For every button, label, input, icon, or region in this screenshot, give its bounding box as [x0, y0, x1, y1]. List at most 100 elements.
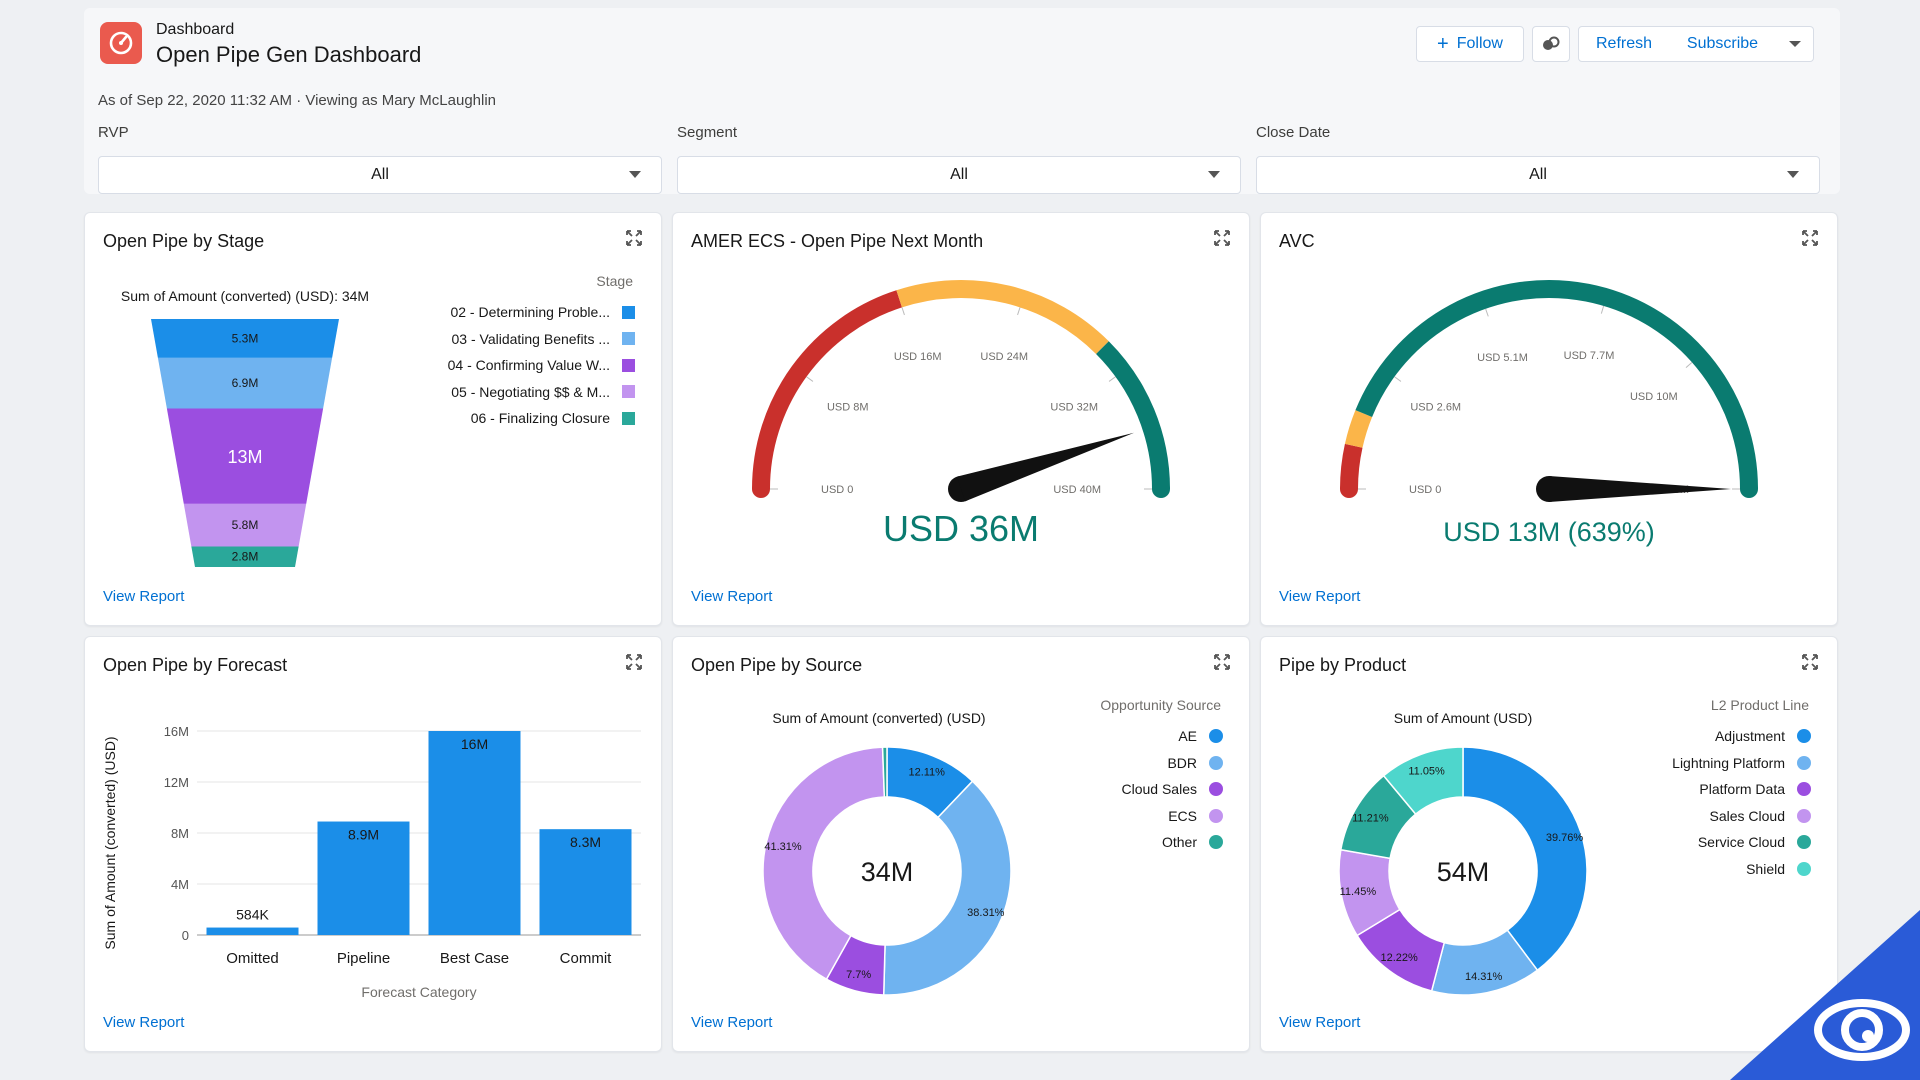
gauge-needle [956, 432, 1135, 502]
gauge-tick-label: USD 8M [827, 402, 869, 414]
legend-label: Lightning Platform [1672, 754, 1785, 771]
chevron-down-icon [1787, 171, 1799, 178]
legend-label: Platform Data [1699, 781, 1785, 798]
bar-value-label: 16M [461, 736, 488, 752]
gauge-tick [1485, 308, 1489, 317]
gauge-tick-label: USD 7.7M [1564, 350, 1615, 362]
view-report-link[interactable]: View Report [691, 1014, 773, 1031]
legend-item[interactable]: 02 - Determining Proble... [415, 299, 635, 326]
x-tick-label: Best Case [440, 950, 509, 967]
follow-button[interactable]: + Follow [1416, 26, 1524, 62]
donut-subtitle: Sum of Amount (converted) (USD) [772, 710, 985, 726]
legend-item[interactable]: Platform Data [1611, 776, 1811, 803]
legend-item[interactable]: 06 - Finalizing Closure [415, 405, 635, 432]
legend-label: 06 - Finalizing Closure [470, 410, 610, 427]
legend-item[interactable]: Shield [1611, 856, 1811, 883]
share-button[interactable] [1532, 26, 1570, 62]
card-amer-ecs-open-pipe: AMER ECS - Open Pipe Next Month USD 0 USD… [672, 212, 1250, 626]
gauge-tick [806, 376, 814, 382]
legend-swatch [622, 411, 635, 425]
view-report-link[interactable]: View Report [103, 588, 185, 605]
funnel-chart: Sum of Amount (converted) (USD): 34M 5.3… [121, 288, 369, 567]
gauge-tick-label: USD 0 [821, 484, 853, 496]
legend-swatch [1797, 861, 1811, 876]
subscribe-button[interactable]: Subscribe [1669, 26, 1777, 62]
legend-item[interactable]: BDR [1023, 750, 1223, 777]
legend-item[interactable]: Sales Cloud [1611, 803, 1811, 830]
legend-swatch [622, 305, 635, 319]
share-icon [1543, 36, 1560, 50]
legend-item[interactable]: Cloud Sales [1023, 776, 1223, 803]
breadcrumb[interactable]: Dashboard [156, 21, 235, 38]
donut-subtitle: Sum of Amount (USD) [1394, 710, 1533, 726]
legend-swatch [1209, 782, 1223, 797]
donut-slice-label: 39.76% [1546, 832, 1584, 844]
donut-slice-label: 11.21% [1352, 812, 1389, 824]
more-actions-button[interactable] [1776, 26, 1814, 62]
filter-segment-value: All [950, 166, 968, 183]
legend-item[interactable]: 03 - Validating Benefits ... [415, 326, 635, 353]
gauge-tick [1017, 307, 1021, 316]
donut-slice-label: 38.31% [967, 907, 1005, 919]
y-tick-label: 8M [171, 826, 189, 841]
bar [539, 829, 632, 935]
y-tick-label: 12M [164, 775, 189, 790]
funnel-segment [157, 357, 333, 409]
view-report-link[interactable]: View Report [1279, 588, 1361, 605]
gauge-band [1344, 410, 1373, 448]
legend-item[interactable]: Adjustment [1611, 723, 1811, 750]
legend-label: Service Cloud [1697, 834, 1785, 851]
gauge-tick-label: USD 32M [1050, 402, 1098, 414]
view-report-link[interactable]: View Report [691, 588, 773, 605]
expand-icon[interactable] [1213, 653, 1231, 671]
legend-item[interactable]: Other [1023, 829, 1223, 856]
expand-icon[interactable] [1801, 653, 1819, 671]
funnel-segment [151, 319, 339, 358]
card-title: AVC [1279, 231, 1315, 251]
card-title: Open Pipe by Stage [103, 231, 265, 251]
as-of-timestamp: As of Sep 22, 2020 11:32 AM · Viewing as… [98, 92, 497, 109]
filter-close-date-value: All [1529, 166, 1547, 183]
chevron-down-icon [1208, 171, 1220, 178]
legend-item[interactable]: ECS [1023, 803, 1223, 830]
filter-segment-select[interactable]: All [677, 156, 1241, 194]
funnel-value-label: 13M [227, 447, 262, 467]
donut-slice [881, 746, 888, 798]
expand-icon[interactable] [625, 229, 643, 247]
legend-item[interactable]: 05 - Negotiating $$ & M... [415, 379, 635, 406]
filter-rvp-select[interactable]: All [98, 156, 662, 194]
gauge-icon [109, 31, 133, 55]
product-legend: L2 Product Line Adjustment Lightning Pla… [1611, 697, 1811, 882]
donut-slice-label: 12.22% [1380, 952, 1418, 964]
legend-item[interactable]: AE [1023, 723, 1223, 750]
eye-icon [1730, 910, 1920, 1080]
view-report-link[interactable]: View Report [1279, 1014, 1361, 1031]
view-report-link[interactable]: View Report [103, 1014, 185, 1031]
legend-label: BDR [1167, 754, 1197, 771]
expand-icon[interactable] [1801, 229, 1819, 247]
gauge-chart: USD 0 USD 8M USD 16M USD 24M USD 32M USD 40M U… [752, 280, 1170, 549]
gauge-tick-label: USD 5.1M [1477, 352, 1528, 364]
funnel-value-label: 5.3M [232, 331, 259, 345]
legend-item[interactable]: Service Cloud [1611, 829, 1811, 856]
legend-swatch [622, 385, 635, 399]
gauge-band [1095, 341, 1170, 490]
expand-icon[interactable] [1213, 229, 1231, 247]
donut-slice-label: 11.45% [1340, 886, 1377, 898]
funnel-segment [166, 408, 324, 504]
refresh-button[interactable]: Refresh [1578, 26, 1670, 62]
legend-label: ECS [1168, 807, 1197, 824]
legend-label: Shield [1746, 860, 1785, 877]
gauge-value-label: USD 36M [883, 508, 1039, 549]
legend-item[interactable]: Lightning Platform [1611, 750, 1811, 777]
bar-value-label: 8.9M [348, 827, 379, 843]
expand-icon[interactable] [625, 653, 643, 671]
legend-swatch [1209, 835, 1223, 850]
legend-label: Sales Cloud [1709, 807, 1786, 824]
follow-label: Follow [1456, 35, 1503, 52]
filter-rvp-value: All [371, 166, 389, 183]
y-tick-label: 4M [171, 877, 189, 892]
legend-item[interactable]: 04 - Confirming Value W... [415, 352, 635, 379]
filter-close-date-select[interactable]: All [1256, 156, 1820, 194]
card-title: Open Pipe by Source [691, 655, 863, 675]
